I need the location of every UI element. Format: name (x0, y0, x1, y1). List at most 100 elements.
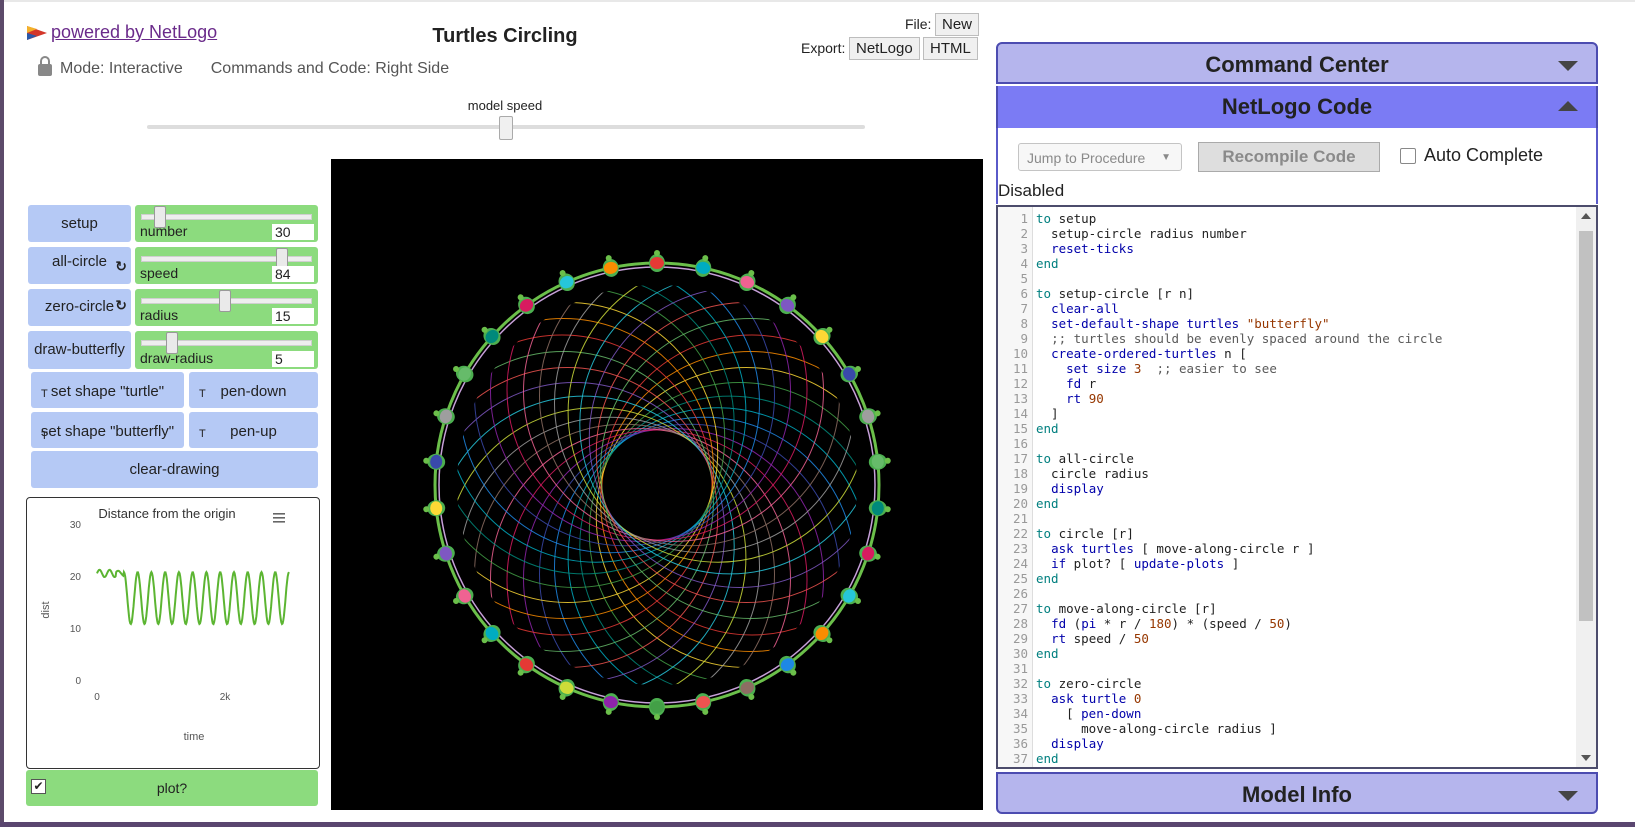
code-line[interactable]: 14 ] (998, 406, 1442, 421)
code-line[interactable]: 12 fd r (998, 376, 1442, 391)
number-slider[interactable]: number 30 (135, 205, 318, 242)
slider-thumb[interactable] (219, 290, 231, 312)
clear-drawing-button[interactable]: clear-drawing (31, 451, 318, 488)
plot-checkbox[interactable]: ✔ (31, 779, 46, 794)
turtle (739, 678, 756, 700)
world-view[interactable] (331, 159, 983, 810)
code-line[interactable]: 24 if plot? [ update-plots ] (998, 556, 1442, 571)
auto-complete-toggle[interactable]: Auto Complete (1400, 145, 1543, 166)
code-line[interactable]: 32 to zero-circle (998, 676, 1442, 691)
speed-slider[interactable]: speed 84 (135, 247, 318, 284)
code-line[interactable]: 25 end (998, 571, 1442, 586)
code-line[interactable]: 26 (998, 586, 1442, 601)
slider-thumb[interactable] (154, 206, 166, 228)
recompile-code-button[interactable]: Recompile Code (1198, 142, 1380, 172)
code-line[interactable]: 1 to setup (998, 211, 1442, 226)
all-circle-label: all-circle (51, 253, 107, 270)
code-line[interactable]: 18 circle radius (998, 466, 1442, 481)
turtle (779, 294, 797, 315)
code-line[interactable]: 5 (998, 271, 1442, 286)
set-shape-turtle-button[interactable]: T set shape "turtle" (31, 372, 184, 408)
pen-down-button[interactable]: T pen-down (189, 372, 318, 408)
new-button[interactable]: New (935, 13, 980, 36)
auto-complete-checkbox[interactable] (1400, 147, 1416, 164)
pen-down-label: pen-down (220, 383, 287, 400)
all-circle-button[interactable]: all-circle ↻ (28, 247, 131, 284)
scroll-thumb[interactable] (1579, 231, 1593, 621)
export-html-button[interactable]: HTML (923, 37, 978, 60)
commands-and-code-label[interactable]: Commands and Code: Right Side (210, 60, 450, 77)
code-line[interactable]: 19 display (998, 481, 1442, 496)
code-line[interactable]: 35 move-along-circle radius ] (998, 721, 1442, 736)
slider-track[interactable] (141, 214, 312, 220)
slider-track[interactable] (141, 340, 312, 346)
code-line[interactable]: 8 set-default-shape turtles "butterfly" (998, 316, 1442, 331)
code-text: fd r (1066, 376, 1097, 391)
line-number: 27 (1012, 601, 1028, 616)
slider-value[interactable]: 30 (272, 224, 314, 240)
code-text: setup-circle radius number (1036, 226, 1247, 241)
code-line[interactable]: 23 ask turtles [ move-along-circle r ] (998, 541, 1442, 556)
pen-up-button[interactable]: T pen-up (189, 412, 318, 448)
code-lines[interactable]: 1 to setup 2 setup-circle radius number 3 r… (998, 211, 1442, 766)
powered-by-text[interactable]: powered by NetLogo (51, 22, 218, 42)
turtle (739, 270, 756, 292)
radius-slider[interactable]: radius 15 (135, 289, 318, 326)
code-line[interactable]: 16 (998, 436, 1442, 451)
slider-value[interactable]: 5 (272, 351, 314, 367)
menu-icon[interactable] (273, 513, 285, 523)
scroll-down-icon[interactable] (1581, 755, 1591, 761)
code-line[interactable]: 21 (998, 511, 1442, 526)
slider-track[interactable] (141, 256, 312, 262)
lock-icon[interactable] (38, 56, 52, 76)
code-line[interactable]: 10 create-ordered-turtles n [ (998, 346, 1442, 361)
chevron-down-icon (1558, 791, 1578, 801)
jump-to-procedure-select[interactable]: Jump to Procedure ▼ (1018, 143, 1182, 171)
code-text: circle radius (1036, 466, 1149, 481)
code-line[interactable]: 37 end (998, 751, 1442, 766)
slider-value[interactable]: 84 (272, 266, 314, 282)
code-line[interactable]: 27 to move-along-circle [r] (998, 601, 1442, 616)
slider-value[interactable]: 15 (272, 308, 314, 324)
code-line[interactable]: 30 end (998, 646, 1442, 661)
code-line[interactable]: 3 reset-ticks (998, 241, 1442, 256)
export-label: Export: (801, 40, 846, 56)
code-line[interactable]: 29 rt speed / 50 (998, 631, 1442, 646)
code-line[interactable]: 2 setup-circle radius number (998, 226, 1442, 241)
turtle (868, 500, 891, 517)
code-line[interactable]: 6 to setup-circle [r n] (998, 286, 1442, 301)
model-speed-thumb[interactable] (499, 116, 513, 140)
code-scrollbar[interactable] (1576, 207, 1596, 767)
code-line[interactable]: 22 to circle [r] (998, 526, 1442, 541)
zero-circle-button[interactable]: zero-circle ↻ (28, 289, 131, 326)
powered-by-link[interactable]: powered by NetLogo (27, 22, 217, 43)
turtle (517, 655, 535, 676)
netlogo-code-header[interactable]: NetLogo Code (996, 86, 1598, 128)
code-line[interactable]: 13 rt 90 (998, 391, 1442, 406)
code-line[interactable]: 34 [ pen-down (998, 706, 1442, 721)
export-netlogo-button[interactable]: NetLogo (849, 37, 920, 60)
set-shape-butterfly-button[interactable]: T set shape "butterfly" (31, 412, 184, 448)
scroll-up-icon[interactable] (1581, 213, 1591, 219)
plot-switch[interactable]: ✔ plot? (26, 770, 318, 806)
slider-thumb[interactable] (166, 332, 178, 354)
code-editor[interactable]: 1 to setup 2 setup-circle radius number 3 r… (996, 205, 1598, 769)
code-line[interactable]: 4 end (998, 256, 1442, 271)
draw-butterfly-button[interactable]: draw-butterfly (28, 331, 131, 369)
command-center-header[interactable]: Command Center (996, 42, 1598, 84)
code-line[interactable]: 20 end (998, 496, 1442, 511)
code-line[interactable]: 33 ask turtle 0 (998, 691, 1442, 706)
code-line[interactable]: 28 fd (pi * r / 180) * (speed / 50) (998, 616, 1442, 631)
code-line[interactable]: 31 (998, 661, 1442, 676)
code-line[interactable]: 11 set size 3 ;; easier to see (998, 361, 1442, 376)
code-line[interactable]: 7 clear-all (998, 301, 1442, 316)
code-text: move-along-circle radius ] (1036, 721, 1277, 736)
draw-radius-slider[interactable]: draw-radius 5 (135, 331, 318, 369)
code-line[interactable]: 15 end (998, 421, 1442, 436)
code-line[interactable]: 9 ;; turtles should be evenly spaced aro… (998, 331, 1442, 346)
setup-button[interactable]: setup (28, 205, 131, 242)
model-info-header[interactable]: Model Info (996, 772, 1598, 814)
code-line[interactable]: 17 to all-circle (998, 451, 1442, 466)
code-line[interactable]: 36 display (998, 736, 1442, 751)
line-number: 30 (1012, 646, 1028, 661)
